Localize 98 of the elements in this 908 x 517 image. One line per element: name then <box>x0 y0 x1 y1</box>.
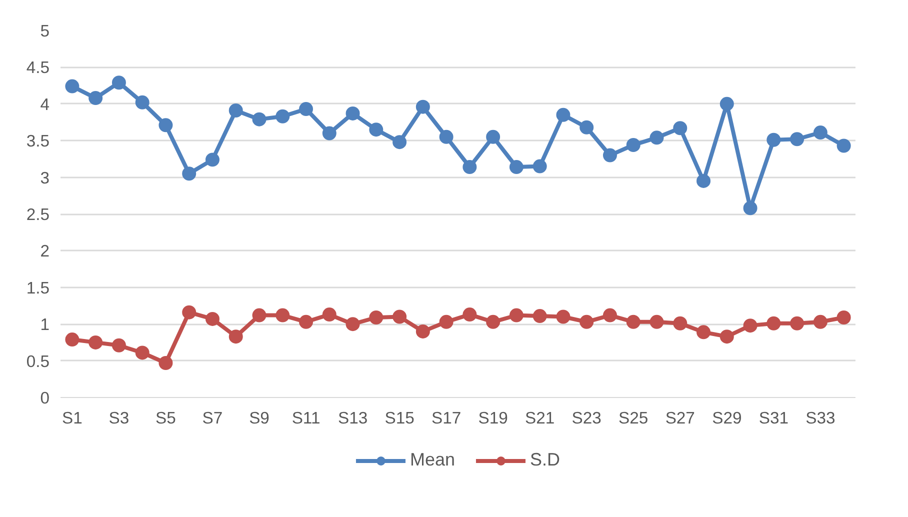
point <box>743 318 758 333</box>
point <box>720 330 734 344</box>
point <box>650 314 664 329</box>
x-tick-label: S5 <box>156 408 176 428</box>
point <box>626 314 640 329</box>
x-tick-label: S21 <box>525 408 555 428</box>
point <box>580 314 594 329</box>
point <box>673 316 688 330</box>
point <box>416 324 430 338</box>
point <box>346 106 360 120</box>
x-tick-label: S11 <box>292 408 320 428</box>
point <box>252 308 266 322</box>
point <box>135 95 150 110</box>
point <box>88 335 103 350</box>
x-tick-label: S19 <box>478 408 508 428</box>
point <box>580 120 594 134</box>
point <box>766 316 781 330</box>
y-tick-label: 2.5 <box>26 205 50 224</box>
point <box>556 310 570 324</box>
point <box>486 314 500 329</box>
point <box>486 130 500 144</box>
point <box>252 112 266 126</box>
point <box>299 314 314 329</box>
point <box>112 338 126 352</box>
point <box>416 100 430 114</box>
y-tick-label: 5 <box>40 22 50 40</box>
point <box>790 316 804 330</box>
x-tick-label: S3 <box>108 408 130 428</box>
point <box>439 314 454 329</box>
point <box>182 305 196 320</box>
point <box>509 308 524 322</box>
point <box>696 325 711 340</box>
point <box>813 126 828 140</box>
y-tick-label: 1 <box>40 315 50 334</box>
point <box>205 152 220 167</box>
point <box>602 308 617 322</box>
point <box>158 118 173 132</box>
point <box>392 135 407 150</box>
y-tick-label: 2 <box>40 242 50 261</box>
x-tick-label: S1 <box>62 408 82 428</box>
point <box>790 132 804 146</box>
point <box>650 130 664 145</box>
legend-label: S.D <box>530 450 560 470</box>
point <box>276 308 290 322</box>
point <box>509 160 524 174</box>
x-tick-label: S27 <box>665 408 695 428</box>
x-tick-label: S13 <box>338 408 368 428</box>
point <box>299 102 314 116</box>
x-tick-label: S25 <box>618 408 648 428</box>
point <box>346 317 360 332</box>
y-tick-label: 3.5 <box>26 132 50 151</box>
point <box>392 310 407 324</box>
point <box>439 130 454 144</box>
point <box>205 312 220 326</box>
point <box>813 314 828 329</box>
point <box>532 309 547 324</box>
point <box>276 109 290 124</box>
x-tick-label: S17 <box>431 408 462 428</box>
y-tick-label: 0 <box>40 388 50 408</box>
y-tick-label: 4.5 <box>26 58 50 78</box>
point <box>766 132 781 147</box>
point <box>626 138 640 152</box>
point <box>65 79 80 94</box>
point <box>462 160 477 174</box>
point <box>720 96 734 111</box>
point <box>135 346 150 360</box>
x-tick-label: S33 <box>806 408 836 428</box>
point <box>836 310 851 324</box>
y-tick-label: 4 <box>40 94 50 114</box>
point <box>65 332 80 346</box>
point <box>556 108 570 122</box>
legend-label: Mean <box>410 450 456 470</box>
x-tick-label: S15 <box>384 408 414 428</box>
point <box>602 148 617 162</box>
point <box>158 356 173 370</box>
y-tick-label: 1.5 <box>26 278 50 298</box>
point <box>182 166 196 181</box>
point <box>88 91 103 106</box>
y-tick-label: 0.5 <box>26 352 50 371</box>
x-tick-label: S23 <box>572 408 602 428</box>
point <box>836 138 851 153</box>
point <box>462 308 477 322</box>
x-tick-label: S7 <box>202 408 223 428</box>
point <box>696 174 711 188</box>
point <box>228 104 243 118</box>
point <box>673 121 688 136</box>
x-tick-label: S31 <box>758 408 788 428</box>
point <box>322 126 336 140</box>
point <box>322 308 336 322</box>
y-tick-label: 3 <box>40 168 50 188</box>
point <box>112 76 126 90</box>
point <box>743 201 758 216</box>
point <box>228 330 243 344</box>
point <box>369 310 384 324</box>
point <box>369 122 384 137</box>
x-tick-label: S29 <box>712 408 742 428</box>
point <box>532 159 547 174</box>
x-tick-label: S9 <box>249 408 270 428</box>
